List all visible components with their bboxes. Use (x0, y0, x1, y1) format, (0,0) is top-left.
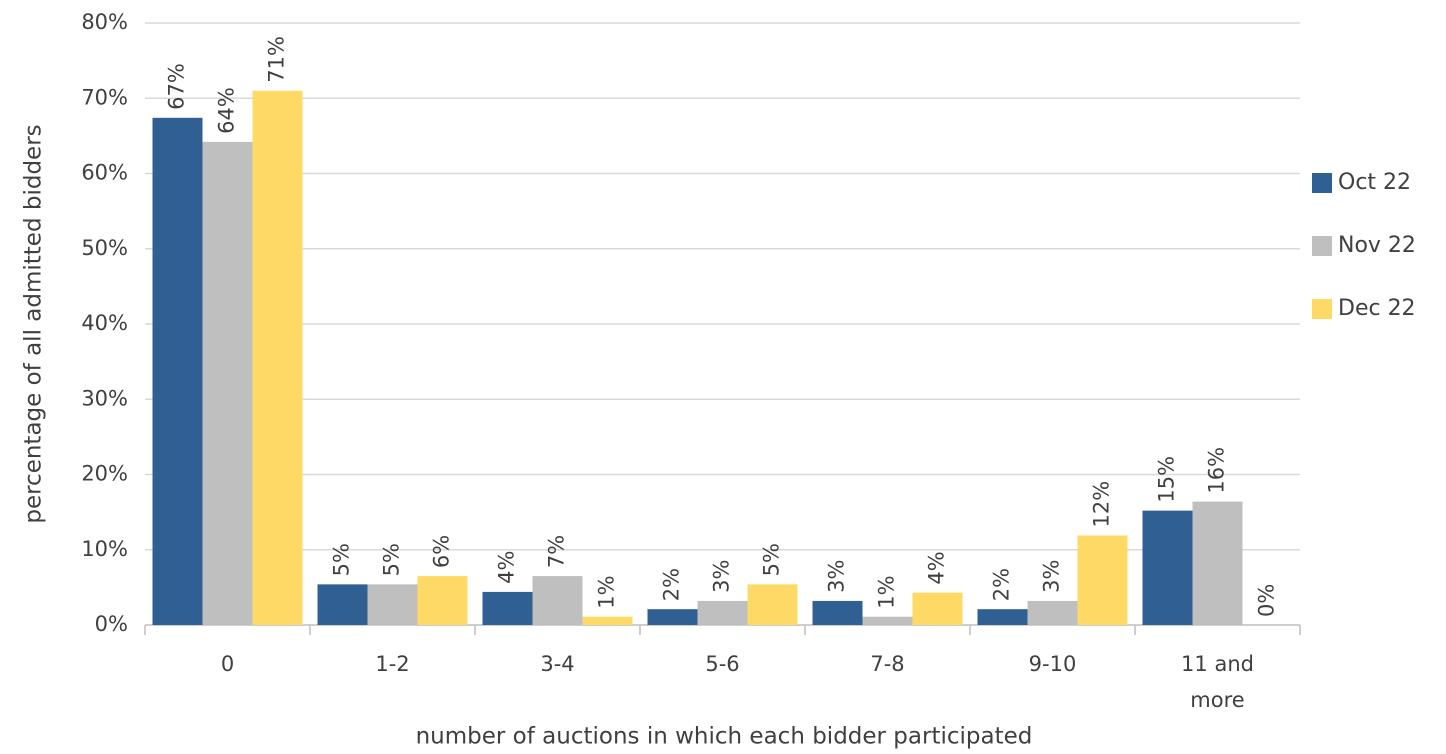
legend-swatch (1312, 236, 1332, 256)
y-tick-label: 50% (81, 236, 128, 260)
bar (697, 600, 748, 625)
legend-swatch (1312, 173, 1332, 193)
data-label: 12% (1090, 481, 1114, 528)
bar (977, 609, 1028, 625)
y-tick-label: 40% (81, 311, 128, 335)
data-label: 1% (595, 575, 619, 608)
data-label: 3% (825, 560, 849, 593)
bar (482, 591, 533, 625)
bar (417, 576, 468, 625)
x-tick-label: 7-8 (870, 652, 904, 676)
data-label: 7% (545, 535, 569, 568)
y-axis-title: percentage of all admitted bidders (21, 124, 47, 523)
bar (532, 576, 583, 625)
bar (647, 609, 698, 625)
x-axis-title: number of auctions in which each bidder … (416, 724, 1033, 750)
data-label: 71% (265, 36, 289, 83)
data-label: 2% (990, 568, 1014, 601)
x-tick-label: 0 (221, 652, 234, 676)
x-tick-label: 5-6 (705, 652, 739, 676)
data-label: 4% (495, 551, 519, 584)
y-tick-label: 0% (95, 612, 128, 636)
y-tick-label: 60% (81, 161, 128, 185)
data-label: 5% (760, 543, 784, 576)
data-label: 2% (660, 568, 684, 601)
bar (252, 90, 303, 626)
data-label: 0% (1255, 584, 1279, 617)
bar (367, 584, 418, 625)
data-label: 67% (165, 63, 189, 110)
y-tick-label: 20% (81, 462, 128, 486)
data-label: 15% (1155, 456, 1179, 503)
bar (1077, 535, 1128, 625)
y-tick-label: 10% (81, 537, 128, 561)
x-tick-label: 9-10 (1029, 652, 1077, 676)
bar (862, 616, 913, 625)
bar (582, 616, 633, 625)
bar (1192, 501, 1243, 625)
legend-swatch (1312, 299, 1332, 319)
data-label: 16% (1205, 447, 1229, 494)
data-label: 3% (710, 560, 734, 593)
data-label: 6% (430, 535, 454, 568)
bar (202, 141, 253, 625)
data-label: 4% (925, 551, 949, 584)
bar (912, 592, 963, 625)
y-tick-label: 80% (81, 10, 128, 34)
x-tick-label: 1-2 (375, 652, 409, 676)
data-label: 5% (380, 543, 404, 576)
data-label: 1% (875, 575, 899, 608)
legend-label: Dec 22 (1338, 296, 1416, 321)
y-tick-label: 70% (81, 85, 128, 109)
data-label: 3% (1040, 560, 1064, 593)
bar (747, 584, 798, 625)
x-tick-label: 11 and more (1181, 652, 1254, 712)
x-tick-label: 3-4 (540, 652, 574, 676)
y-tick-label: 30% (81, 386, 128, 410)
data-label: 64% (215, 87, 239, 134)
legend-label: Nov 22 (1338, 233, 1416, 258)
bar (1142, 510, 1193, 625)
data-label: 5% (330, 543, 354, 576)
bar (317, 584, 368, 625)
bar (1027, 600, 1078, 625)
bar (152, 117, 203, 625)
bar (812, 600, 863, 625)
legend-label: Oct 22 (1338, 170, 1411, 195)
